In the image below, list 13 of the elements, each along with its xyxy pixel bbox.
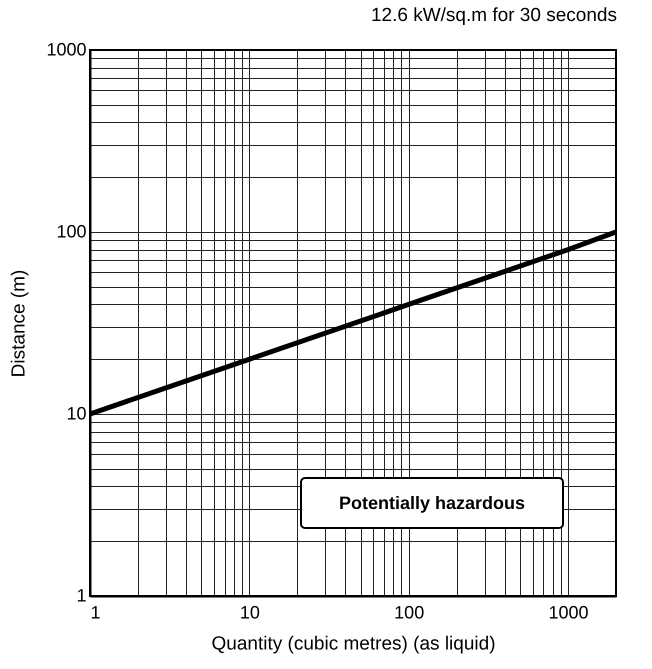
x-tick-label: 1000 xyxy=(548,602,589,622)
annotation: Potentially hazardous xyxy=(338,492,526,514)
x-axis-title: Quantity (cubic metres) (as liquid) xyxy=(211,634,496,654)
x-tick-label: 10 xyxy=(240,602,260,622)
y-axis-title: Distance (m) xyxy=(8,270,30,378)
chart-title: 12.6 kW/sq.m for 30 seconds xyxy=(370,5,617,26)
x-tick-label: 100 xyxy=(394,602,424,622)
x-tick-label: 1 xyxy=(90,602,101,622)
y-tick-label: 1 xyxy=(76,586,86,606)
note-box: Potentially hazardous xyxy=(300,477,564,529)
y-tick-label: 10 xyxy=(66,404,86,424)
y-tick-label: 1000 xyxy=(46,40,86,60)
y-tick-label: 100 xyxy=(56,222,86,242)
